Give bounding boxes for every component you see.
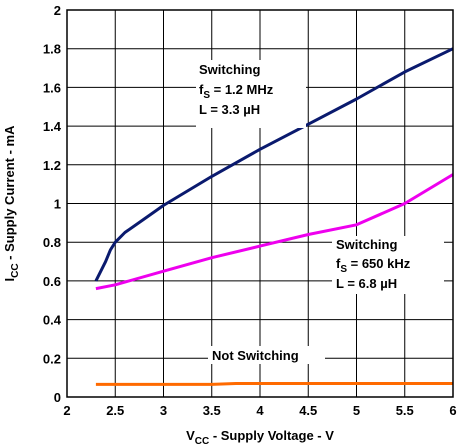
y-tick-label: 1.6 [43,80,61,95]
x-tick-label: 4.5 [299,403,317,418]
x-tick-label: 6 [449,403,456,418]
x-tick-label: 5.5 [396,403,414,418]
annotation-1-line-2: fS = 1.2 MHz [199,82,274,101]
y-tick-label: 1 [54,197,61,212]
annotation-2-line-2: fS = 650 kHz [336,256,411,275]
tick-labels: 2 2.5 3 3.5 4 4.5 5 5.5 6 0 0.2 0.4 0.6 0.8 1 1.2 1.4 1.6… [43,3,457,418]
y-tick-label: 0.8 [43,235,61,250]
annotation-switching-1mhz: Switching fS = 1.2 MHz L = 3.3 µH [196,60,306,128]
y-tick-label: 0.2 [43,351,61,366]
x-axis-label: VCC - Supply Voltage - V [186,428,334,447]
annotation-1-line-3: L = 3.3 µH [199,102,260,117]
x-tick-label: 5 [353,403,360,418]
annotation-3-line-1: Not Switching [212,348,299,363]
y-tick-label: 1.2 [43,158,61,173]
annotation-2-line-3: L = 6.8 µH [336,276,397,291]
x-tick-label: 2.5 [106,403,124,418]
y-tick-label: 0.4 [43,313,62,328]
annotation-not-switching: Not Switching [208,346,325,364]
annotation-1-line-1: Switching [199,62,260,77]
y-tick-label: 0 [54,390,61,405]
series-lines [94,47,454,386]
y-tick-label: 1.4 [43,119,62,134]
series-line-switching-1-2mhz [94,47,454,282]
x-tick-label: 3 [160,403,167,418]
annotation-2-line-1: Switching [336,237,397,252]
y-tick-label: 2 [54,3,61,18]
x-tick-label: 2 [63,403,70,418]
x-tick-label: 3.5 [203,403,221,418]
series-line-not-switching [95,382,453,386]
series-line-switching-650khz [95,173,454,291]
plot-frame [66,9,454,398]
y-tick-label: 0.6 [43,274,61,289]
annotation-switching-650khz: Switching fS = 650 kHz L = 6.8 µH [332,236,444,294]
y-axis-label: ICC - Supply Current - mA [2,125,21,282]
y-tick-label: 1.8 [43,42,61,57]
x-tick-label: 4 [256,403,264,418]
